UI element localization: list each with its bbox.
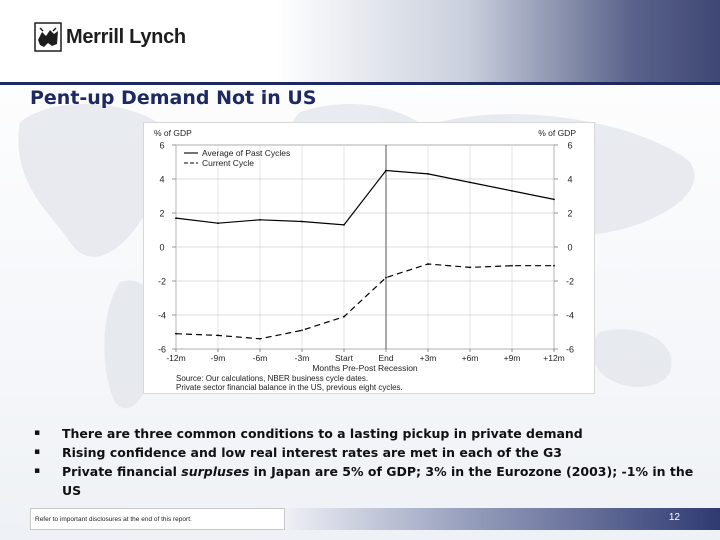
data-point	[301, 220, 303, 223]
data-point	[427, 263, 429, 265]
x-tick-label: +12m	[543, 353, 565, 363]
brand-logo: Merrill Lynch	[34, 22, 186, 52]
y-tick-label-left: 2	[159, 209, 164, 219]
x-axis-label: Months Pre-Post Recession	[312, 363, 418, 373]
y-axis-label-left: % of GDP	[154, 128, 192, 138]
y-tick-label-left: -6	[158, 345, 166, 355]
bullet-marker: ▪	[34, 428, 41, 438]
chart-panel: 6 6 4 4 2 2 0 0 -2 -2 -4 -4 -6 -6 -12m -9m -6m -3m Start En…	[143, 122, 595, 394]
series-line-average-past-cycles	[175, 169, 555, 226]
bullet-item: ▪ Rising confidence and low real interes…	[34, 443, 704, 462]
page-number: 12	[668, 512, 680, 523]
data-point	[175, 332, 177, 335]
x-tick-label: +9m	[504, 353, 521, 363]
x-tick-label: +3m	[420, 353, 437, 363]
data-point	[511, 264, 513, 267]
x-tick-label: -6m	[253, 353, 268, 363]
data-point	[343, 315, 345, 318]
bull-icon	[34, 22, 62, 52]
y-tick-label-right: -6	[566, 345, 574, 355]
y-tick-label-right: 2	[567, 209, 572, 219]
bullet-marker: ▪	[34, 447, 41, 457]
page-title: Pent-up Demand Not in US	[30, 87, 317, 109]
data-point	[553, 264, 555, 267]
y-tick-label-left: 0	[159, 243, 164, 253]
data-point	[511, 190, 513, 192]
data-point	[469, 266, 471, 269]
data-point	[259, 337, 261, 340]
source-note: Private sector financial balance in the …	[176, 383, 403, 392]
bullet-text: Rising confidence and low real interest …	[62, 445, 562, 460]
x-tick-label: -3m	[295, 353, 310, 363]
y-tick-label-right: 6	[567, 141, 572, 151]
line-chart: 6 64 42 20 0-2 -2-4 -4-6 -6-12m -9m -6m -3m Start En…	[154, 128, 576, 392]
bullet-text: There are three common conditions to a l…	[62, 426, 583, 441]
legend-label: Current Cycle	[202, 158, 254, 168]
bullet-list: ▪ There are three common conditions to a…	[34, 424, 704, 500]
disclosure-note: Refer to important disclosures at the en…	[30, 508, 285, 530]
x-tick-label: Start	[335, 353, 354, 363]
series-line-current-cycle	[175, 263, 554, 340]
legend-label: Average of Past Cycles	[202, 148, 290, 158]
data-point	[343, 224, 345, 226]
footer-bar	[285, 508, 720, 530]
y-tick-label-left: 6	[159, 141, 164, 151]
data-point	[385, 169, 387, 172]
y-tick-label-right: -4	[566, 311, 574, 321]
x-tick-label: +6m	[462, 353, 479, 363]
y-tick-label-right: 4	[567, 175, 572, 185]
data-point	[301, 329, 303, 332]
title-rule	[0, 82, 720, 85]
x-tick-label: -9m	[211, 353, 226, 363]
bullet-item: ▪ Private financial surpluses in Japan a…	[34, 462, 704, 500]
data-point	[553, 198, 555, 201]
data-point	[217, 334, 219, 337]
header-band	[0, 0, 720, 82]
y-tick-label-right: -2	[566, 277, 574, 287]
data-point	[385, 276, 387, 279]
y-tick-label-left: 4	[159, 175, 164, 185]
y-axis-label-right: % of GDP	[538, 128, 576, 138]
bullet-text-rest: in Japan are 5% of GDP; 3% in the Eurozo…	[62, 464, 694, 498]
bullet-marker: ▪	[34, 466, 41, 476]
data-point	[469, 181, 471, 184]
data-point	[259, 218, 261, 221]
bullet-text: Private financial	[62, 464, 182, 479]
bullet-emphasis: surpluses	[181, 464, 250, 479]
data-point	[427, 173, 429, 175]
y-tick-label-left: -4	[158, 311, 166, 321]
x-tick-label: -12m	[166, 353, 185, 363]
brand-name: Merrill Lynch	[66, 25, 186, 48]
data-point	[175, 217, 177, 219]
y-tick-label-left: -2	[158, 277, 166, 287]
x-tick-label: End	[378, 353, 393, 363]
bullet-item: ▪ There are three common conditions to a…	[34, 424, 704, 443]
source-note: Source: Our calculations, NBER business …	[176, 374, 368, 383]
data-point	[217, 222, 219, 225]
y-tick-label-right: 0	[567, 243, 572, 253]
